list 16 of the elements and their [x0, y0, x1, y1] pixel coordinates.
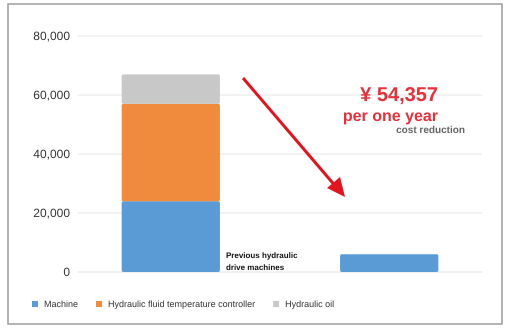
y-tick-label: 80,000 [33, 28, 70, 43]
y-tick-label: 40,000 [33, 146, 70, 161]
annotation: per one year [342, 108, 438, 125]
bar [340, 254, 438, 272]
bar [122, 74, 220, 104]
x-tick-label: Previous hydraulic drive machines [226, 251, 298, 272]
annotation: cost reduction [396, 125, 465, 136]
legend-label: Machine [44, 299, 78, 309]
bar [122, 201, 220, 272]
bar [122, 104, 220, 202]
annotation: ¥ 54,357 [360, 84, 438, 106]
y-tick-label: 20,000 [33, 206, 70, 220]
legend-label: Hydraulic oil [285, 299, 334, 309]
legend-label: Hydraulic fluid temperature controller [108, 299, 256, 309]
y-tick-label: 0 [63, 264, 70, 279]
y-tick-label: 60,000 [33, 88, 70, 102]
